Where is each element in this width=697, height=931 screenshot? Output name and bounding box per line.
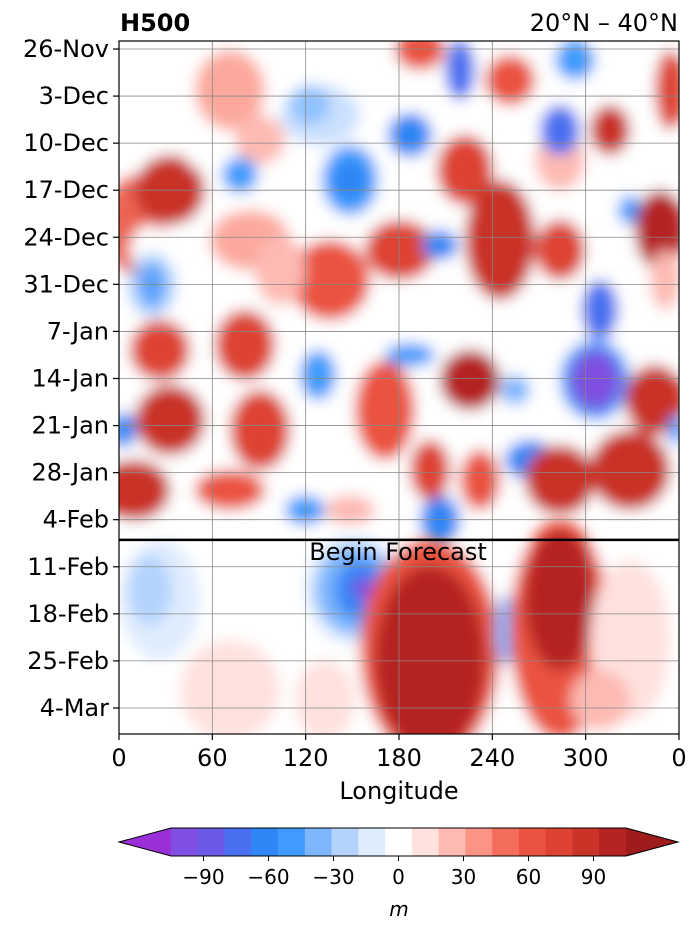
y-tick-label: 17-Dec [23,176,109,204]
y-tick-label: 21-Jan [31,412,109,440]
gridlines [119,41,679,734]
anomaly-field [119,41,679,545]
colorbar-segment [278,828,306,856]
y-axis: 26-Nov 3-Dec 10-Dec 17-Dec 24-Dec 31-Dec 7-Jan… [23,35,119,722]
colorbar-segment [572,828,600,856]
colorbar-segment [465,828,493,856]
colorbar-tick-label: 30 [451,865,476,889]
colorbar-segment [492,828,520,856]
colorbar-segment [197,828,226,856]
y-tick-label: 4-Mar [40,694,109,722]
colorbar-segment [358,828,386,856]
y-tick-label: 11-Feb [27,553,109,581]
colorbar-tick-label: −90 [182,865,224,889]
y-tick-label: 28-Jan [31,459,109,487]
y-tick-label: 26-Nov [23,35,109,63]
x-tick-label: 300 [563,744,609,772]
y-tick-label: 10-Dec [23,129,109,157]
colorbar-segment [171,828,199,856]
colorbar-outline [117,827,680,857]
x-axis: 0 60 120 180 240 300 0 [111,734,687,772]
y-tick-label: 24-Dec [23,223,109,251]
colorbar-tick-label: 0 [392,865,405,889]
x-tick-label: 240 [469,744,515,772]
colorbar-label: m [389,897,408,921]
begin-forecast-label: Begin Forecast [309,538,487,566]
colorbar-segment [304,828,333,856]
colorbar-segment [545,828,573,856]
y-tick-label: 3-Dec [39,82,109,110]
y-tick-label: 7-Jan [47,317,109,345]
colorbar-segment [438,828,466,856]
colorbar-segment [518,828,547,856]
chart-title-left: H500 [120,9,190,37]
x-tick-label: 120 [283,744,329,772]
y-tick-label: 18-Feb [27,600,109,628]
colorbar-tick-label: 90 [581,865,606,889]
colorbar-segment [224,828,252,856]
colorbar-tick-label: −60 [247,865,289,889]
colorbar-tick-label: 60 [516,865,541,889]
chart-title-right: 20°N – 40°N [530,9,678,37]
colorbar: −90 −60 −30 0 30 60 90 [117,827,680,889]
colorbar-segment [411,828,440,856]
colorbar-extend-min [119,828,171,856]
colorbar-segment [251,828,279,856]
colorbar-tick-label: −30 [312,865,354,889]
x-axis-label: Longitude [339,777,458,805]
colorbar-segment [331,828,359,856]
x-tick-label: 60 [197,744,228,772]
y-tick-label: 4-Feb [43,506,109,534]
colorbar-segment [599,828,627,856]
y-tick-label: 31-Dec [23,270,109,298]
colorbar-extend-max [626,828,678,856]
x-tick-label: 0 [111,744,126,772]
y-tick-label: 14-Jan [31,364,109,392]
y-tick-label: 25-Feb [27,647,109,675]
x-tick-label: 180 [376,744,422,772]
colorbar-segment [385,828,413,856]
x-tick-label: 0 [671,744,686,772]
plot-area: Begin Forecast [118,40,680,735]
